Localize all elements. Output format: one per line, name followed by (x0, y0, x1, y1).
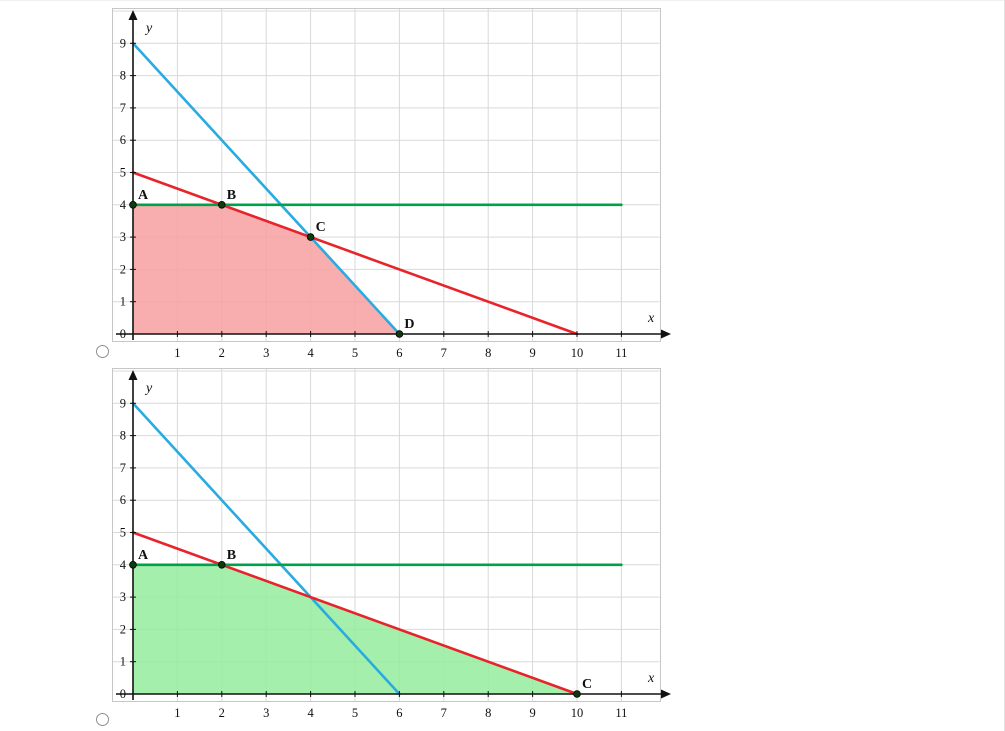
point-label-A: A (138, 188, 149, 203)
x-tick-label: 4 (307, 706, 314, 720)
x-tick-label: 1 (174, 706, 180, 720)
point-A (129, 201, 137, 209)
point-label-C: C (582, 677, 592, 692)
x-tick-label: 11 (615, 706, 627, 720)
point-C (573, 690, 581, 698)
y-tick-label: 9 (120, 396, 126, 410)
x-tick-label: 8 (485, 346, 491, 360)
page-top-border (0, 0, 1005, 1)
x-tick-label: 9 (529, 346, 535, 360)
y-tick-label: 4 (120, 558, 127, 572)
x-tick-label: 4 (307, 346, 314, 360)
x-tick-label: 7 (441, 706, 447, 720)
feasible-region-green (133, 564, 577, 694)
y-tick-label: 3 (120, 590, 126, 604)
point-label-A: A (138, 548, 149, 563)
x-tick-label: 3 (263, 346, 269, 360)
y-tick-label: 6 (120, 493, 126, 507)
y-tick-label: 8 (120, 429, 126, 443)
point-label-C: C (316, 220, 326, 235)
origin-tick-label: 0 (120, 687, 126, 701)
x-tick-label: 2 (219, 706, 225, 720)
answer-option-2-radio[interactable] (96, 713, 109, 726)
x-tick-label: 5 (352, 706, 358, 720)
x-tick-label: 6 (396, 706, 402, 720)
y-tick-label: 6 (120, 133, 126, 147)
y-tick-label: 1 (120, 295, 126, 309)
y-tick-label: 7 (120, 101, 126, 115)
y-tick-label: 3 (120, 230, 126, 244)
line-blue (131, 41, 401, 336)
x-tick-label: 6 (396, 346, 402, 360)
x-tick-label: 10 (571, 346, 584, 360)
point-label-D: D (404, 317, 414, 332)
x-axis-label: x (647, 671, 655, 686)
y-tick-label: 2 (120, 622, 126, 636)
x-axis-arrow (661, 329, 671, 339)
x-axis-label: x (647, 311, 655, 326)
x-tick-label: 11 (615, 346, 627, 360)
x-axis-arrow (661, 689, 671, 699)
line-red (131, 531, 579, 696)
x-tick-label: 7 (441, 346, 447, 360)
line-blue (131, 401, 401, 696)
y-tick-label: 5 (120, 526, 126, 540)
origin-tick-label: 0 (120, 327, 126, 341)
x-tick-label: 8 (485, 706, 491, 720)
point-B (218, 561, 226, 569)
x-tick-label: 10 (571, 706, 584, 720)
x-tick-label: 9 (529, 706, 535, 720)
y-axis-label: y (144, 381, 153, 396)
x-tick-label: 2 (219, 346, 225, 360)
point-label-B: B (227, 548, 236, 563)
feasible-region-pink (133, 204, 400, 334)
point-B (218, 201, 226, 209)
x-tick-label: 3 (263, 706, 269, 720)
y-axis-arrow (128, 370, 138, 380)
x-tick-label: 5 (352, 346, 358, 360)
point-A (129, 561, 137, 569)
x-tick-label: 1 (174, 346, 180, 360)
y-tick-label: 1 (120, 655, 126, 669)
point-C (306, 233, 315, 241)
y-axis-label: y (144, 21, 153, 36)
point-label-B: B (227, 188, 236, 203)
point-D (395, 330, 404, 338)
y-tick-label: 4 (120, 198, 127, 212)
y-tick-label: 2 (120, 262, 126, 276)
line-red (131, 171, 579, 336)
y-tick-label: 8 (120, 69, 126, 83)
y-tick-label: 5 (120, 166, 126, 180)
y-tick-label: 7 (120, 461, 126, 475)
y-axis-arrow (128, 10, 138, 20)
y-tick-label: 9 (120, 36, 126, 50)
answer-option-1-radio[interactable] (96, 345, 109, 358)
